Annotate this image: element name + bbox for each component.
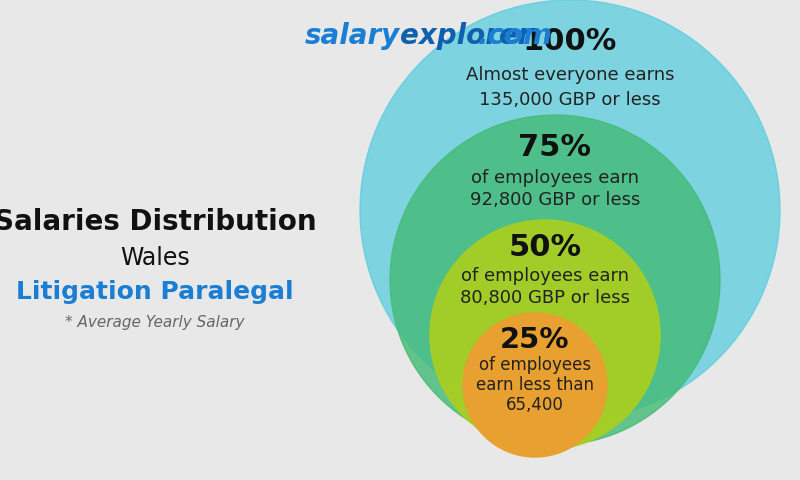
Text: of employees earn: of employees earn bbox=[471, 169, 639, 187]
Text: 75%: 75% bbox=[518, 133, 591, 163]
Text: Almost everyone earns: Almost everyone earns bbox=[466, 66, 674, 84]
Text: earn less than: earn less than bbox=[476, 376, 594, 394]
Circle shape bbox=[360, 0, 780, 420]
Circle shape bbox=[463, 313, 607, 457]
Text: 135,000 GBP or less: 135,000 GBP or less bbox=[479, 91, 661, 109]
Text: 92,800 GBP or less: 92,800 GBP or less bbox=[470, 191, 640, 209]
Circle shape bbox=[430, 220, 660, 450]
Circle shape bbox=[390, 115, 720, 445]
Text: 100%: 100% bbox=[523, 27, 617, 57]
Text: Litigation Paralegal: Litigation Paralegal bbox=[16, 280, 294, 304]
Text: 50%: 50% bbox=[509, 233, 582, 263]
Text: of employees earn: of employees earn bbox=[461, 267, 629, 285]
Text: 25%: 25% bbox=[500, 326, 570, 354]
Text: explorer: explorer bbox=[400, 22, 531, 50]
Text: 65,400: 65,400 bbox=[506, 396, 564, 414]
Text: salary: salary bbox=[305, 22, 400, 50]
Text: * Average Yearly Salary: * Average Yearly Salary bbox=[66, 314, 245, 329]
Text: Wales: Wales bbox=[120, 246, 190, 270]
Text: 80,800 GBP or less: 80,800 GBP or less bbox=[460, 289, 630, 307]
Text: .com: .com bbox=[478, 22, 553, 50]
Text: of employees: of employees bbox=[479, 356, 591, 374]
Text: Salaries Distribution: Salaries Distribution bbox=[0, 208, 316, 236]
